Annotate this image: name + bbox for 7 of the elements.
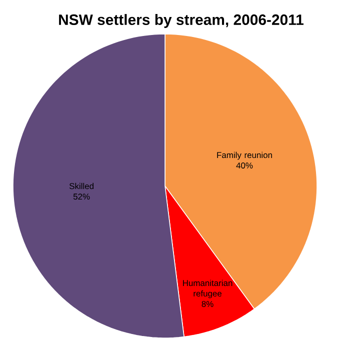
data-label: 52% [73,194,90,200]
slice-label: Family reunion [217,152,272,160]
slice-label: Skilled [69,182,94,190]
slice-label: Humanitarian refugee [183,280,232,298]
data-label: 40% [236,162,253,168]
chart-title: NSW settlers by stream, 2006-2011 [59,14,304,28]
data-label: 8% [202,300,214,307]
